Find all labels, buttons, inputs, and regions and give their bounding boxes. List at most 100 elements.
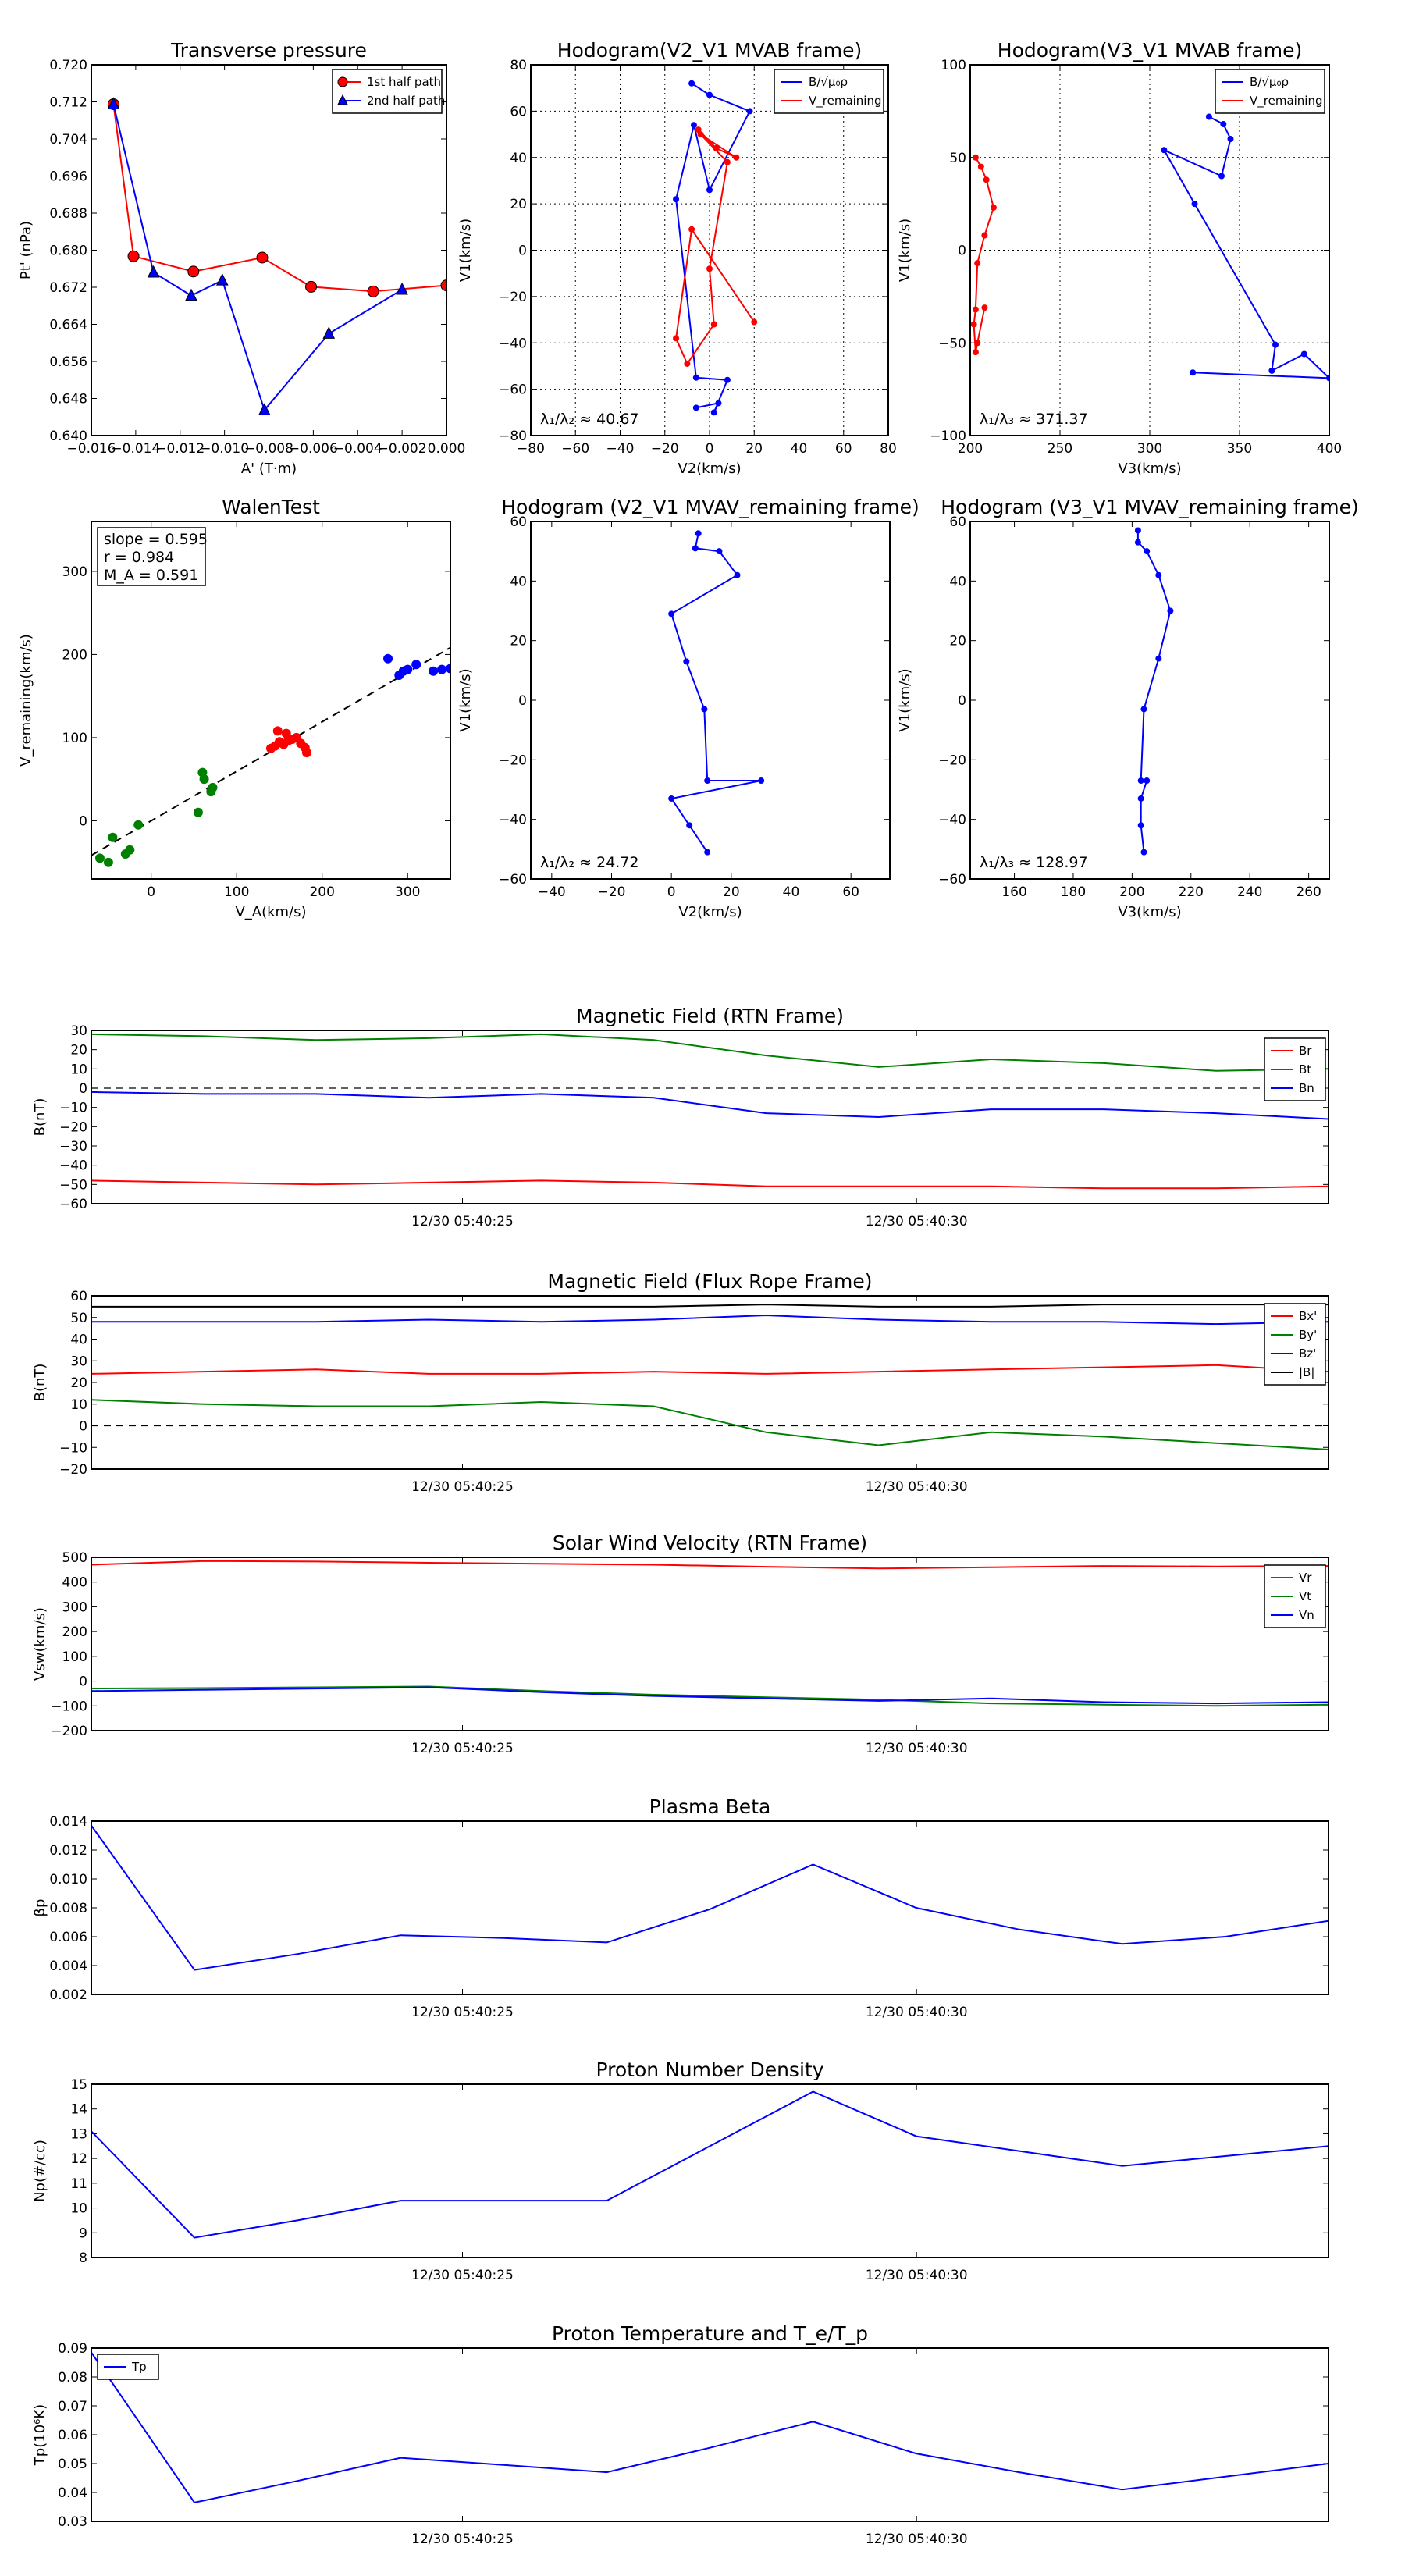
data-point <box>1137 777 1144 785</box>
data-point <box>1134 539 1141 546</box>
y-tick-label: 20 <box>70 1043 87 1059</box>
y-tick-label: 0.006 <box>49 1930 87 1945</box>
data-point <box>972 306 979 313</box>
data-point <box>1140 706 1147 713</box>
legend-label: Vr <box>1299 1571 1312 1585</box>
x-tick-label: 12/30 05:40:25 <box>411 2268 514 2283</box>
data-point <box>302 748 311 758</box>
legend-box <box>774 69 884 114</box>
x-tick-label: 12/30 05:40:25 <box>411 1214 514 1229</box>
x-tick-label: 350 <box>1227 441 1252 457</box>
legend-label: 1st half path <box>367 75 441 89</box>
y-tick-label: 0 <box>79 1419 87 1435</box>
series-line <box>91 1825 1329 1971</box>
chart-3: Hodogram(V3_V1 MVAB frame) −100 −50 0 50 100 2… <box>897 39 1342 477</box>
y-tick-label: 15 <box>70 2077 87 2093</box>
annotation: λ₁/λ₃ ≈ 128.97 <box>980 854 1088 871</box>
data-point <box>713 144 720 151</box>
data-point <box>440 279 446 292</box>
data-point <box>1272 341 1279 348</box>
x-tick-label: −20 <box>651 441 679 457</box>
y-tick-label: 0.09 <box>58 2341 87 2357</box>
data-point <box>125 845 135 855</box>
y-tick-label: 100 <box>62 731 87 746</box>
legend-marker <box>337 76 348 87</box>
y-tick-label: 50 <box>949 151 966 166</box>
data-point <box>974 340 981 347</box>
x-tick-label: 40 <box>783 884 800 900</box>
chart-9: Solar Wind Velocity (RTN Frame) −200 −100 0… <box>32 1532 1329 1756</box>
x-tick-label: 260 <box>1296 884 1321 900</box>
x-tick-label: 20 <box>723 884 740 900</box>
series-3 <box>91 1314 1329 1325</box>
x-tick-label: 12/30 05:40:30 <box>866 1214 968 1229</box>
data-point <box>403 664 413 674</box>
y-tick-label: −100 <box>930 429 966 444</box>
chart-title: Proton Temperature and T_e/T_p <box>552 2322 868 2345</box>
data-point <box>972 349 979 356</box>
x-tick-label: 160 <box>1001 884 1026 900</box>
axes-frame <box>91 1030 1329 1204</box>
y-tick-label: −20 <box>59 1119 87 1135</box>
y-tick-label: −40 <box>59 1158 87 1174</box>
series-3 <box>383 653 450 681</box>
x-tick-label: 12/30 05:40:30 <box>866 2005 968 2020</box>
fit-line <box>91 646 450 856</box>
data-point <box>383 653 393 664</box>
x-tick-label: 240 <box>1237 884 1262 900</box>
x-tick-label: −40 <box>538 884 566 900</box>
y-tick-label: −60 <box>499 872 527 888</box>
data-point <box>970 321 977 328</box>
annotation-line: r = 0.984 <box>104 549 174 566</box>
annotation: λ₁/λ₂ ≈ 24.72 <box>540 854 639 871</box>
data-point <box>1191 201 1198 208</box>
data-point <box>668 795 675 802</box>
x-tick-label: 40 <box>791 441 808 457</box>
y-tick-label: 0 <box>79 813 87 829</box>
data-point <box>256 251 269 264</box>
annotation: λ₁/λ₃ ≈ 371.37 <box>980 411 1088 428</box>
x-tick-label: 12/30 05:40:25 <box>411 2005 514 2020</box>
x-tick-label: 12/30 05:40:25 <box>411 1741 514 1756</box>
data-point <box>103 857 113 867</box>
series-line <box>91 1685 1329 1707</box>
series-3 <box>91 1686 1329 1705</box>
y-tick-label: 20 <box>949 634 966 649</box>
y-tick-label: 0 <box>518 244 527 259</box>
x-tick-label: 12/30 05:40:25 <box>411 2532 514 2547</box>
y-tick-label: −80 <box>499 429 527 444</box>
y-tick-label: 60 <box>510 104 527 119</box>
y-tick-label: 0.008 <box>49 1901 87 1916</box>
series-line <box>91 1314 1329 1325</box>
y-axis-label: B(nT) <box>32 1364 48 1402</box>
data-point <box>990 204 997 211</box>
legend-label: B/√μ₀ρ <box>809 75 848 89</box>
y-tick-label: 400 <box>62 1575 87 1591</box>
legend-label: Bn <box>1299 1081 1314 1095</box>
data-point <box>751 318 758 326</box>
x-tick-label: −0.016 <box>67 441 116 457</box>
y-axis-label: Vsw(km/s) <box>32 1607 48 1681</box>
data-point <box>1227 136 1234 142</box>
y-tick-label: 20 <box>510 634 527 649</box>
series-line <box>112 104 446 293</box>
series-line <box>91 1304 1329 1308</box>
data-point <box>692 545 699 552</box>
y-tick-label: 0.012 <box>49 1843 87 1859</box>
y-tick-label: −50 <box>938 336 966 351</box>
x-tick-label: −0.014 <box>111 441 160 457</box>
axes-frame <box>91 1557 1329 1731</box>
y-tick-label: 0.002 <box>49 1987 87 2003</box>
data-point <box>108 832 118 842</box>
x-axis-label: A' (T·m) <box>241 461 297 477</box>
data-point <box>706 265 713 272</box>
series-line <box>91 1179 1329 1190</box>
x-axis-label: V2(km/s) <box>678 904 742 920</box>
chart-title: Magnetic Field (Flux Rope Frame) <box>547 1270 872 1293</box>
x-tick-label: 12/30 05:40:30 <box>866 1741 968 1756</box>
x-tick-label: 80 <box>880 441 897 457</box>
chart-title: Magnetic Field (RTN Frame) <box>576 1005 844 1027</box>
data-point <box>668 610 675 617</box>
y-tick-label: 0.08 <box>58 2370 87 2386</box>
y-tick-label: 40 <box>510 151 527 166</box>
